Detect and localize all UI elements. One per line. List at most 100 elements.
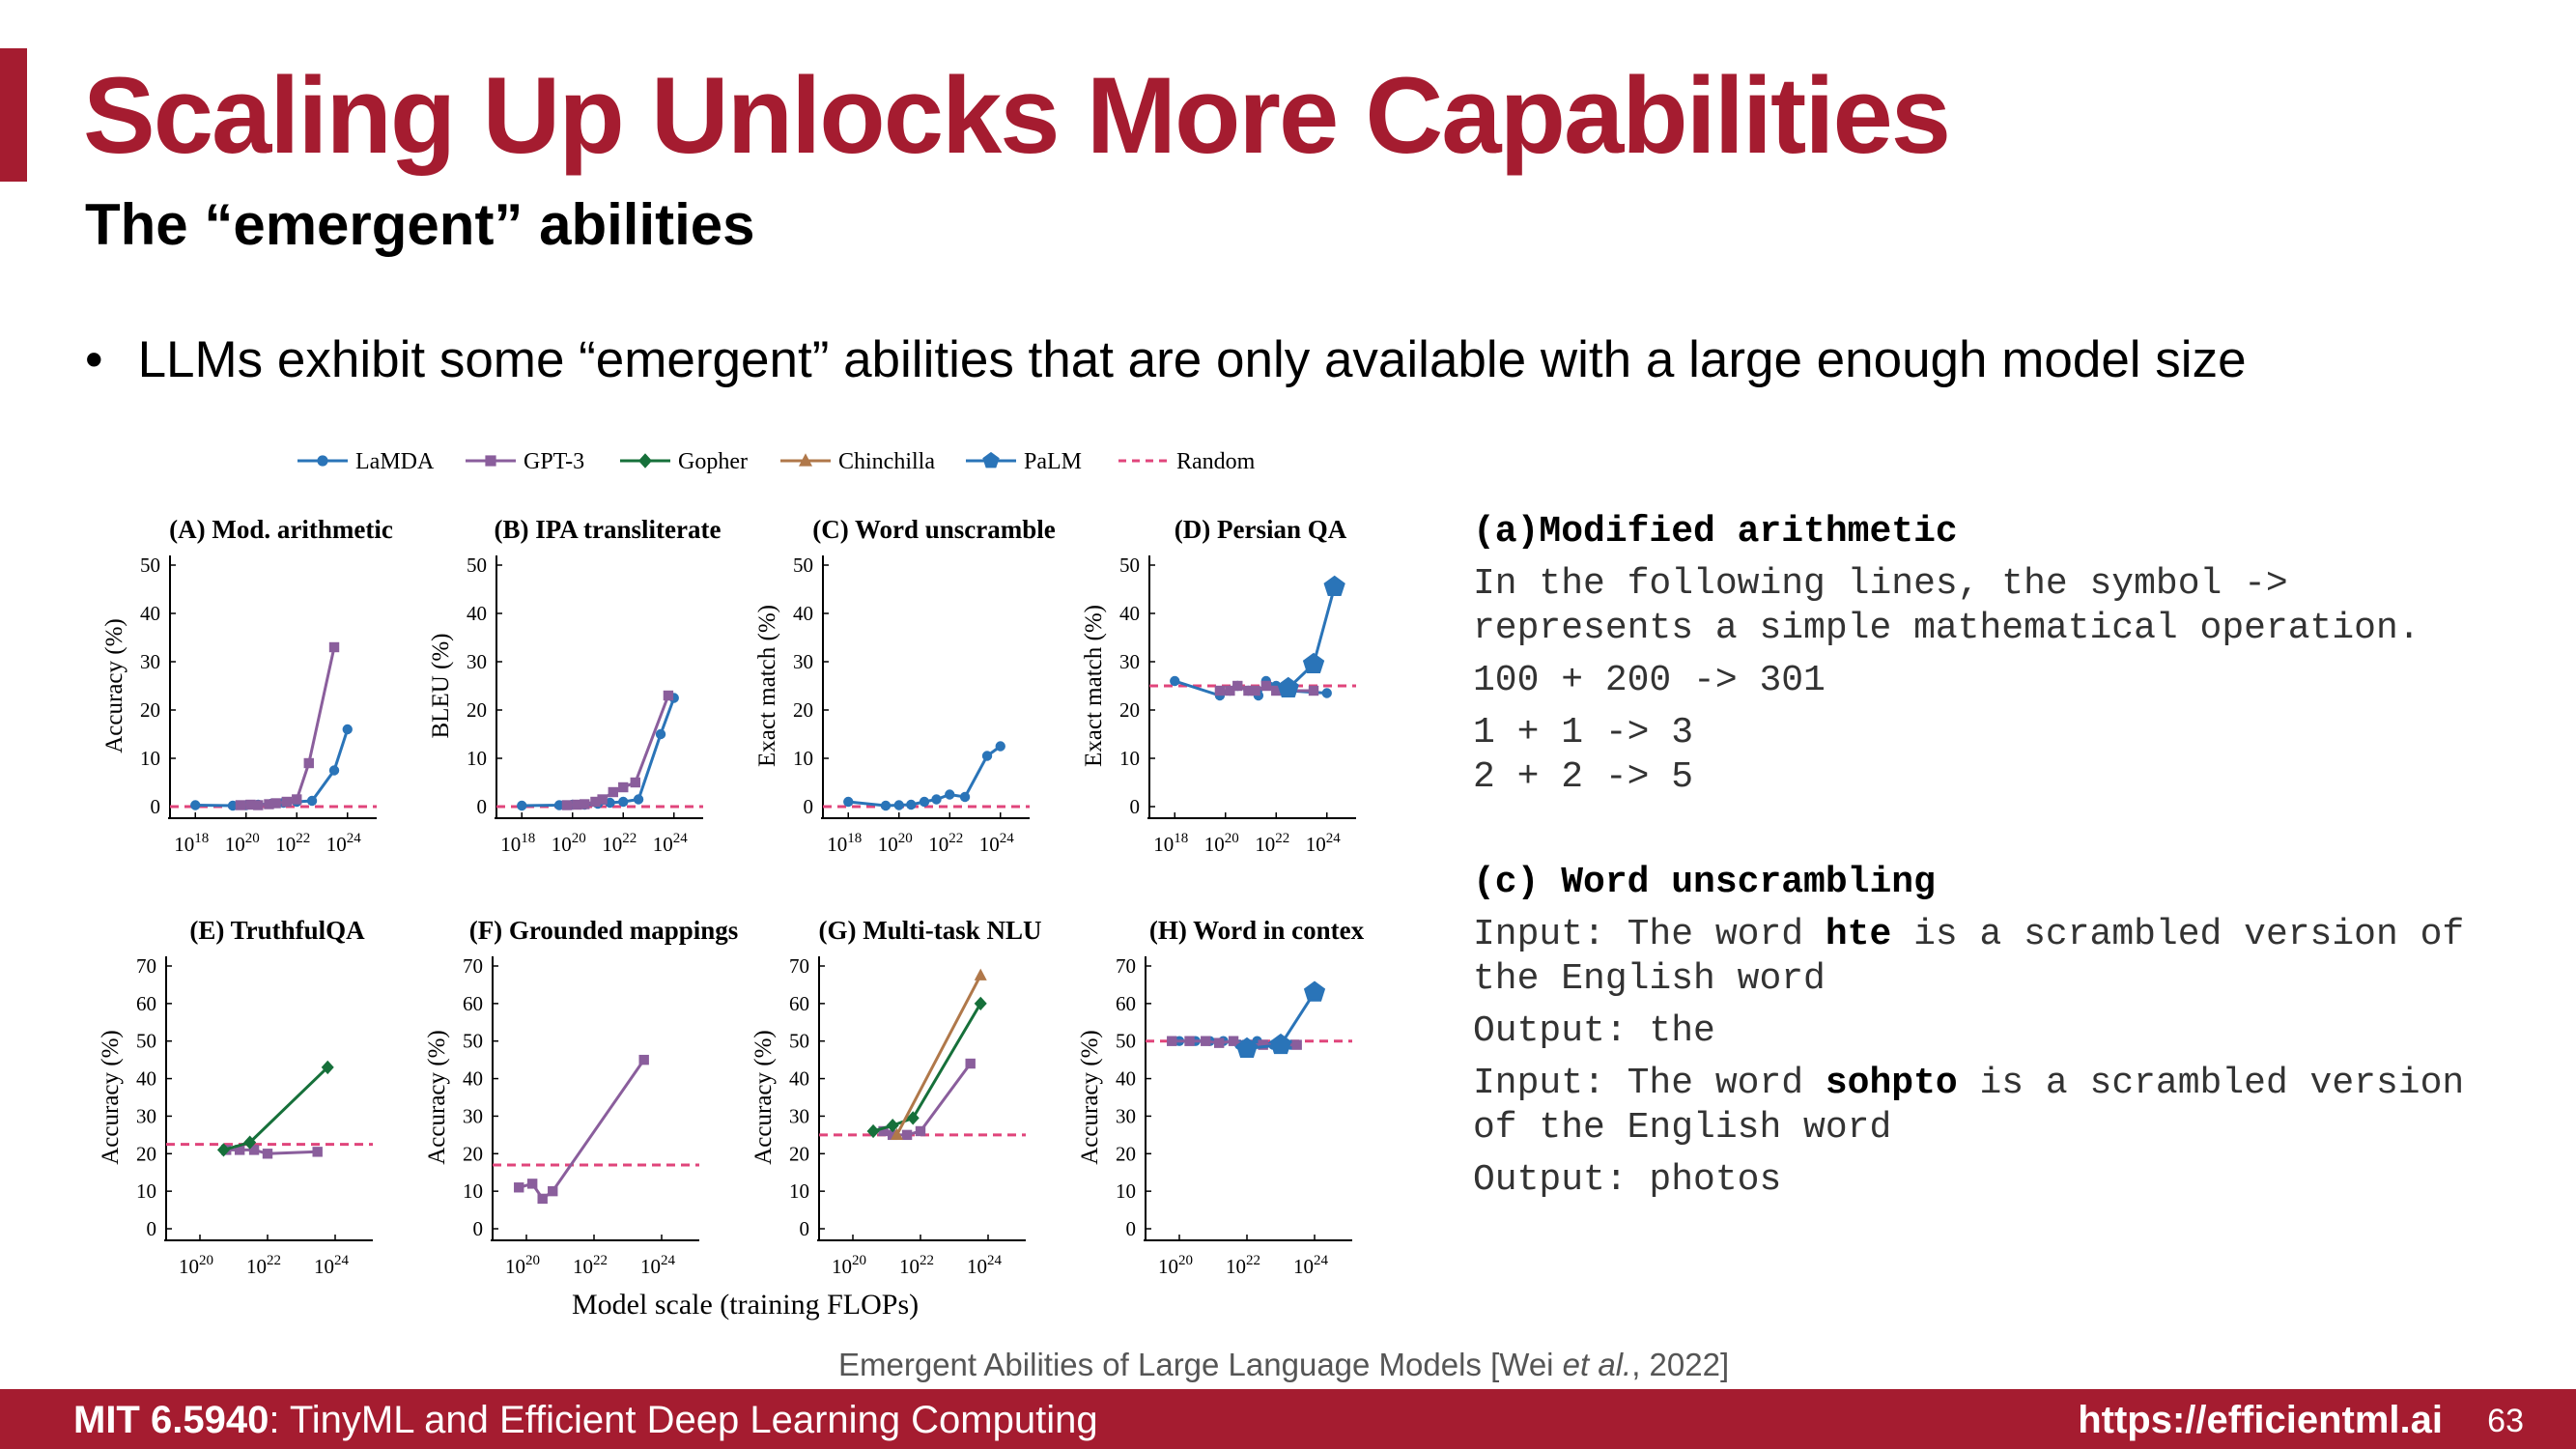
y-tick-label: 30 [467,650,487,673]
y-tick-label: 50 [789,1030,809,1053]
data-point-gpt3 [1213,1037,1225,1048]
data-point-gopher [321,1060,334,1075]
x-tick-exponent: 22 [267,1253,281,1268]
x-tick-exponent: 24 [1314,1253,1329,1268]
data-point-gpt3 [264,799,274,810]
footer-course: MIT 6.5940: TinyML and Efficient Deep Le… [73,1399,1098,1442]
y-tick-label: 50 [140,554,160,577]
example-c-line-4-pre: Input: The word [1473,1063,1826,1104]
legend-label-chinchilla: Chinchilla [838,449,935,474]
y-tick-label: 10 [1116,1179,1136,1203]
x-tick-exponent: 22 [1246,1253,1260,1268]
legend-marker-gpt-3 [485,455,496,467]
y-tick-label: 70 [463,954,483,978]
data-point-gpt3 [878,1125,889,1137]
y-tick-label: 30 [789,1104,809,1127]
legend-marker-gopher [638,453,652,469]
data-point-gpt3 [618,781,629,793]
y-tick-label: 20 [1119,698,1140,722]
example-c-line-1-pre: Input: The word [1473,914,1826,955]
data-point-gpt3 [245,799,256,810]
data-point-gpt3 [1201,1036,1211,1046]
data-point-lamda [306,795,318,807]
data-point-gpt3 [292,794,302,805]
data-point-gpt3 [1271,685,1282,696]
y-tick-label: 20 [467,698,487,722]
citation: Emergent Abilities of Large Language Mod… [838,1347,1729,1383]
example-c-scrambled-word-2: sohpto [1825,1063,1958,1104]
x-tick-exponent: 18 [847,831,862,846]
y-tick-label: 60 [1116,992,1136,1015]
x-tick-exponent: 22 [948,831,963,846]
y-tick-label: 60 [136,992,156,1015]
example-c-line-2: the English word [1473,958,1826,1000]
x-tick-label: 1024 [1293,1253,1329,1278]
example-c-header: (c) Word unscrambling [1473,862,1936,903]
data-point-gpt3 [514,1182,524,1193]
x-tick-exponent: 24 [347,831,362,846]
data-point-gopher [216,1143,230,1157]
example-a-line-1: In the following lines, the symbol -> [1473,563,2288,605]
x-tick-exponent: 20 [1178,1253,1193,1268]
data-point-gpt3 [580,799,590,810]
data-point-lamda [843,796,854,808]
data-point-gpt3 [630,777,640,788]
y-tick-label: 10 [467,747,487,770]
data-point-lamda [553,800,565,810]
y-tick-label: 20 [136,1142,156,1165]
y-axis-label: Accuracy (%) [101,618,127,753]
x-tick-exponent: 24 [334,1253,350,1268]
y-tick-label: 0 [473,1217,484,1240]
example-c: (c) Word unscrambling Input: The word ht… [1473,861,2464,1203]
data-point-palm [1277,676,1299,697]
data-point-lamda [605,797,615,809]
x-tick-exponent: 20 [525,1253,540,1268]
y-tick-label: 0 [477,795,488,818]
data-point-lamda [517,800,527,811]
data-point-palm [1303,980,1326,1002]
series-line-lamda [848,745,1002,808]
panel-title: (B) IPA transliterate [495,515,722,544]
slide-subtitle: The “emergent” abilities [85,192,755,257]
x-tick-exponent: 24 [673,831,689,846]
y-tick-label: 0 [800,1217,810,1240]
data-point-gpt3 [901,1129,913,1141]
example-c-line-6: Output: photos [1473,1159,1782,1201]
y-tick-label: 50 [1116,1030,1136,1053]
y-tick-label: 50 [793,554,813,577]
panel-title: (G) Multi-task NLU [819,916,1042,945]
footer-url-link[interactable]: https://efficientml.ai [2078,1399,2443,1441]
data-point-gopher [906,1111,920,1125]
bullet-dot: • [85,331,103,388]
data-point-chinchilla [974,968,987,980]
legend-label-palm: PaLM [1024,449,1082,474]
panel-title: (C) Word unscramble [812,515,1056,544]
x-tick-label: 1024 [640,1253,676,1278]
data-point-gpt3 [281,796,293,808]
data-point-lamda [618,796,629,808]
data-point-gpt3 [915,1125,926,1137]
x-tick-exponent: 18 [1174,831,1188,846]
data-point-lamda [880,800,892,811]
x-tick-label: 1024 [314,1253,350,1278]
y-axis-label: Accuracy (%) [98,1030,124,1165]
data-point-gpt3 [1243,685,1254,696]
legend-marker-chinchilla [799,453,812,467]
y-tick-label: 0 [151,795,161,818]
series-line-chinchilla [895,975,982,1136]
y-tick-label: 30 [1116,1104,1136,1127]
x-tick-label: 1022 [899,1253,934,1278]
data-point-lamda [633,794,644,805]
data-point-gpt3 [965,1058,976,1069]
y-tick-label: 30 [793,650,813,673]
y-tick-label: 40 [136,1067,156,1091]
data-point-gpt3 [638,1054,649,1065]
data-point-lamda [995,741,1005,752]
series-line-gpt3 [518,1059,645,1202]
y-tick-label: 70 [1116,954,1136,978]
x-tick-exponent: 20 [199,1253,213,1268]
x-tick-exponent: 22 [622,831,637,846]
data-point-lamda [190,800,201,810]
x-tick-exponent: 22 [920,1253,934,1268]
data-point-gpt3 [262,1149,273,1159]
